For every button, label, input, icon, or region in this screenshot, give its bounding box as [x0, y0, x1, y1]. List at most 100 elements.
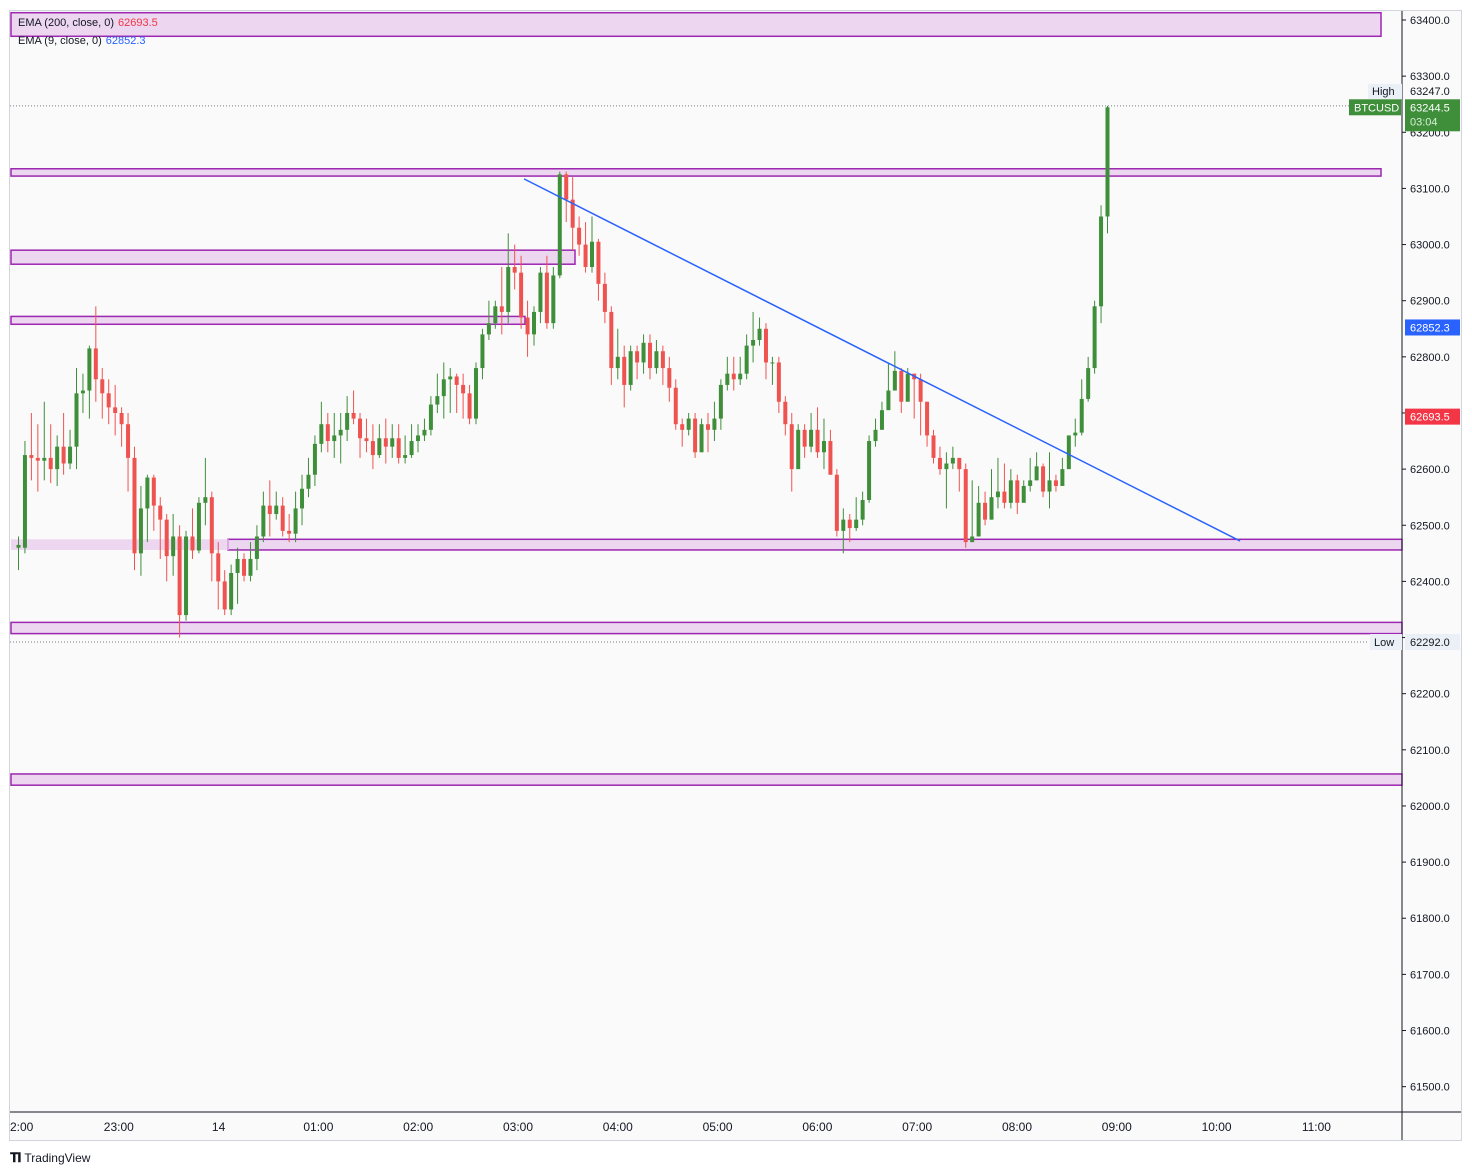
candle-body: [1008, 480, 1013, 503]
candle-body: [287, 530, 292, 534]
candle: [428, 396, 433, 436]
candle-body: [596, 241, 601, 284]
candle: [345, 396, 350, 442]
candle-body: [622, 356, 627, 385]
candle: [1105, 105, 1110, 234]
low-tag-bg: [1370, 634, 1402, 651]
candle-body: [551, 275, 556, 324]
candle: [654, 339, 659, 374]
candle: [834, 469, 839, 537]
zone-4[interactable]: [227, 538, 1403, 551]
candle: [325, 412, 330, 453]
candle-body: [74, 393, 79, 447]
zone-1[interactable]: [10, 168, 1382, 177]
candle: [867, 435, 872, 503]
candle: [422, 418, 427, 442]
candle-body: [931, 435, 936, 458]
candle: [1053, 474, 1058, 492]
candle: [1015, 474, 1020, 515]
candle: [738, 356, 743, 385]
low-tag-label: Low: [1374, 637, 1394, 649]
ema9-tag[interactable]: 62852.3: [1405, 319, 1460, 336]
candle-body: [532, 311, 537, 335]
candle: [441, 362, 446, 419]
candle: [171, 514, 176, 576]
time-axis-ticks[interactable]: 2:00 23:00 14 01:00 02:00 03:00 04:00 05:00 06:0…: [10, 1120, 1331, 1134]
candle-body: [113, 407, 118, 413]
candle-body: [325, 424, 330, 442]
candle: [622, 345, 627, 408]
legend-ema9[interactable]: EMA (9, close, 0) 62852.3: [18, 35, 146, 47]
candle: [396, 424, 401, 464]
candle: [370, 424, 375, 470]
candle: [383, 418, 388, 464]
candle-body: [660, 351, 665, 369]
candle-body: [821, 441, 826, 453]
candle-body: [441, 379, 446, 397]
candle-body: [841, 519, 846, 531]
x-tick-label: 04:00: [603, 1120, 633, 1134]
candle-body: [209, 497, 214, 554]
zone-6[interactable]: [10, 773, 1403, 786]
candle: [802, 424, 807, 458]
zone-5[interactable]: [10, 621, 1403, 635]
tradingview-brand[interactable]: 𝐓𝐈 TradingView: [10, 1150, 90, 1166]
candle: [506, 233, 511, 324]
candle: [467, 384, 472, 425]
last-price-tag[interactable]: BTCUSD 63244.5 03:04: [1349, 99, 1460, 132]
candle: [403, 435, 408, 464]
candle: [557, 171, 562, 279]
candle: [254, 525, 259, 571]
candle-body: [950, 457, 955, 464]
y-tick-label: 62500.0: [1410, 520, 1450, 532]
candle-body: [609, 311, 614, 369]
price-axis-ticks[interactable]: 63400.063300.063200.063100.063000.062900…: [1402, 15, 1450, 1094]
descending-trendline[interactable]: [523, 178, 1241, 542]
x-tick-label: 03:00: [503, 1120, 533, 1134]
candle-body: [306, 474, 311, 489]
candle: [1073, 418, 1078, 447]
candle: [390, 424, 395, 458]
ema200-tag[interactable]: 62693.5: [1405, 408, 1460, 425]
candle: [847, 514, 852, 543]
candle: [841, 508, 846, 554]
candle: [899, 368, 904, 413]
candle: [293, 491, 298, 543]
candle: [731, 356, 736, 391]
candle-body: [770, 362, 775, 364]
candle-body: [763, 328, 768, 363]
candle-body: [403, 455, 408, 458]
high-tag-label: High: [1372, 86, 1395, 98]
candle: [29, 412, 34, 481]
candle-body: [100, 379, 105, 394]
low-tag[interactable]: Low 62292.0: [1370, 634, 1460, 651]
y-tick-label: 62900.0: [1410, 296, 1450, 308]
candle: [828, 429, 833, 475]
zone-0[interactable]: [10, 11, 1382, 38]
candle: [196, 497, 201, 554]
low-value-bg: [1405, 634, 1460, 651]
candle-body: [126, 424, 131, 458]
candle-body: [190, 536, 195, 551]
candle-body: [448, 376, 453, 380]
zone-3[interactable]: [10, 315, 526, 326]
y-tick-label: 61800.0: [1410, 913, 1450, 925]
zone-2[interactable]: [10, 249, 576, 265]
y-tick-label: 63400.0: [1410, 15, 1450, 27]
candle-body: [854, 519, 859, 529]
legend-ema200[interactable]: EMA (200, close, 0) 62693.5: [18, 17, 158, 29]
candle: [583, 222, 588, 273]
candle: [577, 216, 582, 256]
candle-body: [918, 379, 923, 402]
candle: [1002, 463, 1007, 509]
candle: [158, 497, 163, 559]
trendline-layer[interactable]: [523, 178, 1241, 542]
candle-body: [757, 328, 762, 340]
candle: [789, 412, 794, 492]
candle: [1066, 435, 1071, 470]
high-tag[interactable]: High 63247.0: [1368, 83, 1450, 99]
candle: [61, 412, 66, 475]
candle-body: [216, 553, 221, 582]
candle-body: [87, 348, 92, 391]
